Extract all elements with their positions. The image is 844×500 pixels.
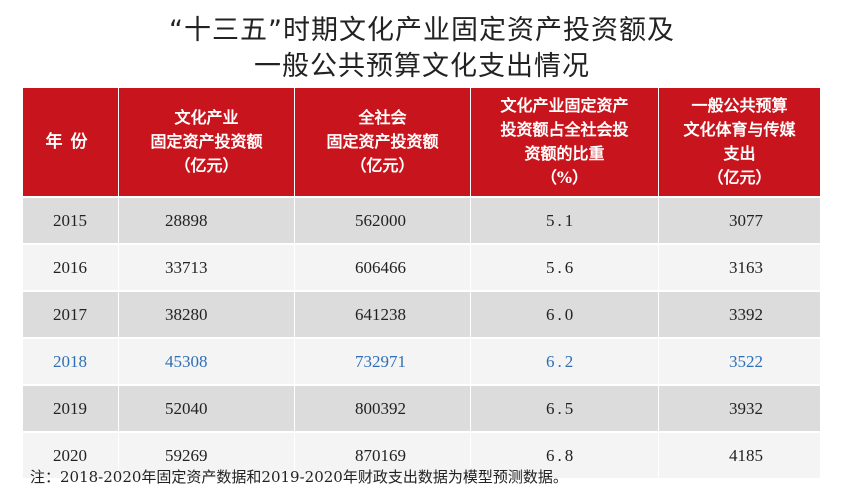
- cell-share: 6.2: [470, 337, 659, 386]
- cell-total-investment: 641238: [294, 290, 471, 339]
- header-share: 文化产业固定资产 投资额占全社会投 资额的比重 （%）: [470, 88, 659, 197]
- cell-spending: 3522: [658, 337, 821, 386]
- header-line: 支出: [723, 144, 756, 163]
- header-line: 文化产业: [174, 108, 239, 127]
- header-line: 资额的比重: [524, 144, 605, 163]
- cell-culture-investment: 45308: [118, 337, 295, 386]
- cell-year: 2015: [22, 196, 119, 245]
- header-line: 文化体育与传媒: [683, 120, 796, 139]
- header-year: 年份: [22, 88, 119, 197]
- table-row-highlighted: 2018 45308 732971 6.2 3522: [22, 337, 821, 386]
- data-table: 年份 文化产业 固定资产投资额 （亿元） 全社会 固定资产投资额 （亿元） 文化…: [22, 88, 821, 479]
- header-line: （亿元）: [350, 156, 415, 175]
- header-line: 固定资产投资额: [326, 132, 439, 151]
- cell-year: 2016: [22, 243, 119, 292]
- header-culture-investment: 文化产业 固定资产投资额 （亿元）: [118, 88, 295, 197]
- header-line: （亿元）: [707, 168, 772, 187]
- cell-total-investment: 732971: [294, 337, 471, 386]
- cell-year: 2018: [22, 337, 119, 386]
- cell-total-investment: 606466: [294, 243, 471, 292]
- cell-total-investment: 562000: [294, 196, 471, 245]
- cell-culture-investment: 33713: [118, 243, 295, 292]
- table-row: 2020 59269 870169 6.8 4185: [22, 431, 821, 479]
- header-line: 一般公共预算: [691, 96, 788, 115]
- cell-share: 5.1: [470, 196, 659, 245]
- page-subtitle: 一般公共预算文化支出情况: [254, 51, 590, 82]
- header-line: （%）: [540, 168, 589, 187]
- cell-culture-investment: 52040: [118, 384, 295, 433]
- cell-culture-investment: 28898: [118, 196, 295, 245]
- page-title: “十三五”时期文化产业固定资产投资额及: [169, 15, 675, 46]
- header-year-line: 年份: [45, 132, 96, 152]
- header-line: 投资额占全社会投: [500, 120, 629, 139]
- cell-total-investment: 800392: [294, 384, 471, 433]
- cell-total-investment: 870169: [294, 431, 471, 479]
- header-spending: 一般公共预算 文化体育与传媒 支出 （亿元）: [658, 88, 821, 197]
- cell-culture-investment: 38280: [118, 290, 295, 339]
- cell-spending: 3077: [658, 196, 821, 245]
- header-line: 文化产业固定资产: [500, 96, 629, 115]
- header-line: 全社会: [358, 108, 407, 127]
- footnote: 注：2018-2020年固定资产数据和2019-2020年财政支出数据为模型预测…: [30, 468, 568, 486]
- cell-spending: 4185: [658, 431, 821, 479]
- table-row: 2017 38280 641238 6.0 3392: [22, 290, 821, 339]
- header-line: 固定资产投资额: [150, 132, 263, 151]
- header-total-investment: 全社会 固定资产投资额 （亿元）: [294, 88, 471, 197]
- cell-year: 2020: [22, 431, 119, 479]
- cell-spending: 3392: [658, 290, 821, 339]
- table-row: 2019 52040 800392 6.5 3932: [22, 384, 821, 433]
- cell-share: 6.5: [470, 384, 659, 433]
- table-row: 2015 28898 562000 5.1 3077: [22, 196, 821, 245]
- cell-share: 5.6: [470, 243, 659, 292]
- cell-spending: 3932: [658, 384, 821, 433]
- cell-year: 2017: [22, 290, 119, 339]
- cell-share: 6.0: [470, 290, 659, 339]
- cell-year: 2019: [22, 384, 119, 433]
- header-row: 年份 文化产业 固定资产投资额 （亿元） 全社会 固定资产投资额 （亿元） 文化…: [22, 88, 821, 197]
- header-line: （亿元）: [174, 156, 239, 175]
- table-row: 2016 33713 606466 5.6 3163: [22, 243, 821, 292]
- cell-spending: 3163: [658, 243, 821, 292]
- cell-share: 6.8: [470, 431, 659, 479]
